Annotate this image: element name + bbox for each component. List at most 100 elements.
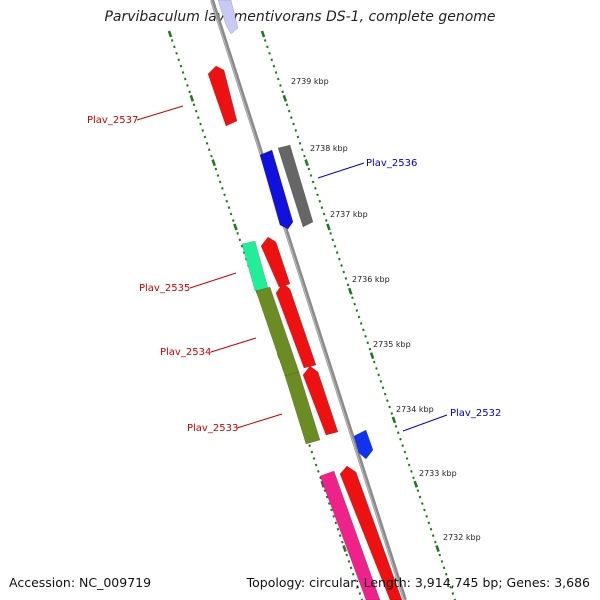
minor-tick xyxy=(329,231,332,235)
gene-label-plav-2535[interactable]: Plav_2535 xyxy=(139,283,190,294)
minor-tick xyxy=(194,109,198,113)
minor-tick xyxy=(268,51,271,55)
gene-feature[interactable] xyxy=(302,365,339,436)
leader-line xyxy=(402,414,448,432)
minor-tick xyxy=(390,412,394,415)
minor-tick xyxy=(427,521,431,525)
gene-feature[interactable] xyxy=(259,149,294,230)
minor-tick xyxy=(274,71,278,74)
leader-line xyxy=(210,337,257,353)
gene-feature[interactable] xyxy=(277,144,314,228)
minor-tick xyxy=(403,450,407,454)
minor-tick xyxy=(442,566,446,570)
minor-tick xyxy=(423,508,426,512)
gene-feature[interactable] xyxy=(284,371,321,445)
minor-tick xyxy=(410,469,413,473)
major-tick xyxy=(260,30,266,38)
minor-tick xyxy=(338,534,342,538)
minor-tick xyxy=(359,322,363,325)
minor-tick xyxy=(290,116,293,120)
minor-tick xyxy=(266,45,269,49)
minor-tick xyxy=(434,540,437,544)
minor-tick xyxy=(357,315,361,319)
gene-feature[interactable] xyxy=(339,465,403,600)
minor-tick xyxy=(238,238,242,242)
major-tick xyxy=(391,416,397,424)
minor-tick xyxy=(396,431,400,435)
minor-tick xyxy=(320,206,324,210)
scale-labels: 2739 kbp 2738 kbp 2737 kbp 2736 kbp 2735… xyxy=(291,77,481,542)
minor-tick xyxy=(183,77,187,81)
minor-tick xyxy=(318,199,322,203)
minor-tick xyxy=(170,39,174,42)
minor-tick xyxy=(333,244,337,248)
minor-tick xyxy=(186,84,189,87)
minor-tick xyxy=(388,405,391,409)
major-tick xyxy=(413,480,419,488)
minor-tick xyxy=(354,579,357,583)
gene-label-plav-2537[interactable]: Plav_2537 xyxy=(87,115,138,126)
minor-tick xyxy=(346,283,350,287)
minor-tick xyxy=(341,540,344,544)
minor-tick xyxy=(336,527,340,531)
minor-tick xyxy=(344,277,348,280)
minor-tick xyxy=(386,399,389,403)
minor-tick xyxy=(372,360,376,364)
minor-tick xyxy=(270,58,274,62)
minor-tick xyxy=(394,424,398,428)
major-tick xyxy=(326,223,331,231)
minor-tick xyxy=(177,58,181,62)
minor-tick xyxy=(399,437,402,441)
minor-tick xyxy=(451,592,455,595)
minor-tick xyxy=(331,238,335,242)
minor-tick xyxy=(317,469,320,473)
minor-tick xyxy=(192,103,196,107)
gene-label-plav-2533[interactable]: Plav_2533 xyxy=(187,423,238,434)
minor-tick xyxy=(188,90,191,94)
minor-tick xyxy=(381,386,385,390)
minor-tick xyxy=(412,476,415,480)
gene-feature[interactable] xyxy=(260,236,291,288)
minor-tick xyxy=(401,444,404,448)
minor-tick xyxy=(225,199,229,203)
gene-feature[interactable] xyxy=(217,0,239,35)
minor-tick xyxy=(308,444,311,448)
minor-tick xyxy=(425,514,428,518)
scale-label: 2735 kbp xyxy=(373,340,411,349)
gene-feature[interactable] xyxy=(275,282,317,369)
minor-tick xyxy=(314,186,317,190)
leader-line xyxy=(136,105,184,121)
minor-tick xyxy=(314,463,318,467)
major-tick xyxy=(320,480,326,488)
minor-tick xyxy=(332,514,335,518)
minor-tick xyxy=(379,379,383,383)
scale-label: 2736 kbp xyxy=(352,275,390,284)
minor-tick xyxy=(307,167,311,171)
minor-tick xyxy=(296,135,300,139)
minor-tick xyxy=(330,508,333,512)
minor-tick xyxy=(364,334,367,338)
major-tick xyxy=(342,545,347,553)
scale-label: 2739 kbp xyxy=(291,77,329,86)
minor-tick xyxy=(197,116,200,120)
major-tick xyxy=(347,287,353,295)
minor-tick xyxy=(242,251,246,255)
gene-label-plav-2534[interactable]: Plav_2534 xyxy=(160,347,211,358)
minor-tick xyxy=(362,328,365,332)
gene-features xyxy=(207,0,403,600)
minor-tick xyxy=(181,71,185,74)
minor-tick xyxy=(292,122,295,126)
minor-tick xyxy=(203,135,207,139)
minor-tick xyxy=(205,141,209,145)
gene-label-plav-2536[interactable]: Plav_2536 xyxy=(366,158,417,169)
gene-label-plav-2532[interactable]: Plav_2532 xyxy=(450,408,501,419)
minor-tick xyxy=(201,129,205,132)
gene-feature[interactable] xyxy=(319,470,381,600)
gene-feature[interactable] xyxy=(207,65,238,127)
minor-tick xyxy=(429,527,433,531)
gene-feature[interactable] xyxy=(353,429,374,460)
major-tick xyxy=(167,30,173,38)
minor-tick xyxy=(324,219,328,222)
genome-backbone xyxy=(210,0,407,600)
